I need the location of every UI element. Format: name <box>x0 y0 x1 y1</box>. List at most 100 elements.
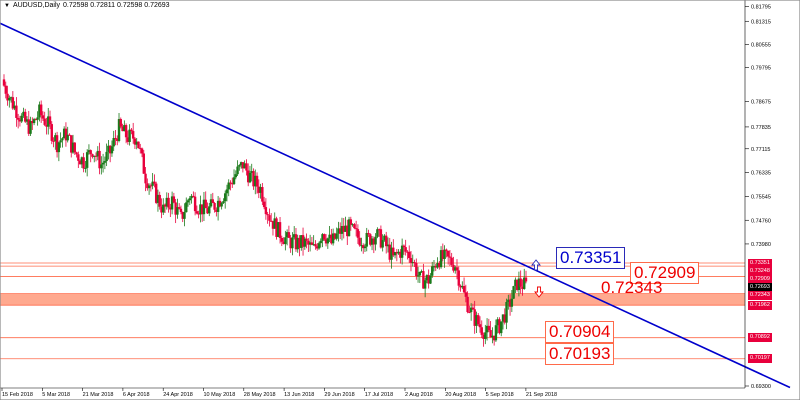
time-tick-label: 21 Sep 2018 <box>526 392 557 398</box>
candle-body <box>85 152 89 168</box>
time-tick-label: 17 Jul 2018 <box>365 392 393 398</box>
candle-body <box>515 279 519 290</box>
triangle-down-icon[interactable]: ▼ <box>4 2 10 9</box>
candle-body <box>277 222 280 237</box>
candle-body <box>174 202 177 215</box>
candle-body <box>339 228 342 234</box>
candle-body <box>377 229 381 231</box>
candle-body <box>468 312 471 314</box>
candle-body <box>365 232 368 247</box>
axis-price-tag: 0.72909 <box>748 274 772 284</box>
candle-body <box>100 164 103 169</box>
low-level-1-price-label: 0.70904 <box>545 321 615 343</box>
candle-body <box>370 238 374 245</box>
candle-body <box>519 278 522 287</box>
candle-body <box>358 237 361 246</box>
candle-body <box>186 200 190 203</box>
candle-body <box>422 271 425 289</box>
candle-body <box>131 131 135 139</box>
signal-arrows <box>531 259 544 298</box>
candle-body <box>344 225 347 232</box>
candle-body <box>269 220 273 222</box>
candle-body <box>208 206 211 214</box>
candle-body <box>287 232 291 238</box>
axis-price-tag: 0.72693 <box>748 282 772 292</box>
candle-body <box>147 185 151 189</box>
time-tick-label: 10 May 2018 <box>204 392 236 398</box>
candle-body <box>411 262 414 264</box>
candle-body <box>503 314 506 323</box>
time-tick-label: 21 Mar 2018 <box>83 392 114 398</box>
candle-body <box>438 262 441 268</box>
price-tick-label: 0.75545 <box>751 194 771 200</box>
candle-body <box>335 233 338 239</box>
candle-body <box>77 154 80 161</box>
candle-body <box>179 208 183 212</box>
candle-body <box>434 266 437 268</box>
trendline[interactable] <box>0 22 791 389</box>
candle-body <box>6 93 9 101</box>
candle-body <box>404 247 407 252</box>
candle-body <box>346 225 349 237</box>
axis-price-tag: 0.71962 <box>748 300 772 310</box>
candle-body <box>24 111 27 122</box>
time-tick-label: 2 Aug 2018 <box>405 392 433 398</box>
candle-body <box>232 177 236 185</box>
hollow-up-arrow-icon <box>531 259 541 271</box>
candle-body <box>211 199 214 203</box>
candle-body <box>291 237 294 249</box>
candle-body <box>110 146 114 154</box>
candle-body <box>16 117 20 120</box>
symbol-name: AUDUSD,Daily <box>12 2 61 9</box>
candle-body <box>273 218 276 229</box>
candle-body <box>323 234 326 240</box>
candle-body <box>471 307 475 310</box>
candle-body <box>319 240 322 244</box>
candle-body <box>298 237 301 248</box>
candle-body <box>121 126 124 132</box>
resistance-price-label: 0.73351 <box>556 247 626 269</box>
candle-body <box>262 201 266 208</box>
candle-body <box>38 104 41 118</box>
candle-body <box>48 116 52 125</box>
candle-body <box>36 117 39 120</box>
candle-body <box>27 119 30 134</box>
candle-body <box>385 235 388 247</box>
price-tick-label: 0.80555 <box>751 42 771 48</box>
candle-body <box>31 120 34 124</box>
candle-body <box>11 97 15 109</box>
candle-body <box>225 189 229 194</box>
trendline-layer[interactable] <box>0 22 791 389</box>
candle-body <box>439 250 443 268</box>
candle-body <box>392 247 395 256</box>
candle-body <box>408 251 411 259</box>
candle-body <box>57 142 61 153</box>
candle-body <box>301 235 305 247</box>
candle-body <box>432 266 436 268</box>
candle-body <box>300 235 303 248</box>
price-tick-label: 0.74760 <box>751 218 771 224</box>
candle-body <box>379 229 383 248</box>
candle-body <box>324 239 328 244</box>
candle-body <box>133 138 137 145</box>
candle-body <box>91 154 94 157</box>
candle-body <box>429 275 432 284</box>
candle-body <box>126 137 130 142</box>
time-tick-label: 5 Mar 2018 <box>42 392 70 398</box>
candle-body <box>103 161 107 163</box>
candle-body <box>128 129 131 142</box>
candle-body <box>107 145 110 152</box>
candle-body <box>376 229 379 237</box>
candle-body <box>73 142 76 153</box>
candle-body <box>285 232 289 238</box>
candle-body <box>289 237 292 249</box>
candle-body <box>406 251 409 253</box>
candle-body <box>462 286 466 293</box>
candle-body <box>163 204 167 207</box>
candle-body <box>521 286 524 289</box>
candle-body <box>383 235 386 241</box>
candle-body <box>363 246 367 249</box>
candle-body <box>413 262 416 264</box>
candle-body <box>84 167 87 169</box>
